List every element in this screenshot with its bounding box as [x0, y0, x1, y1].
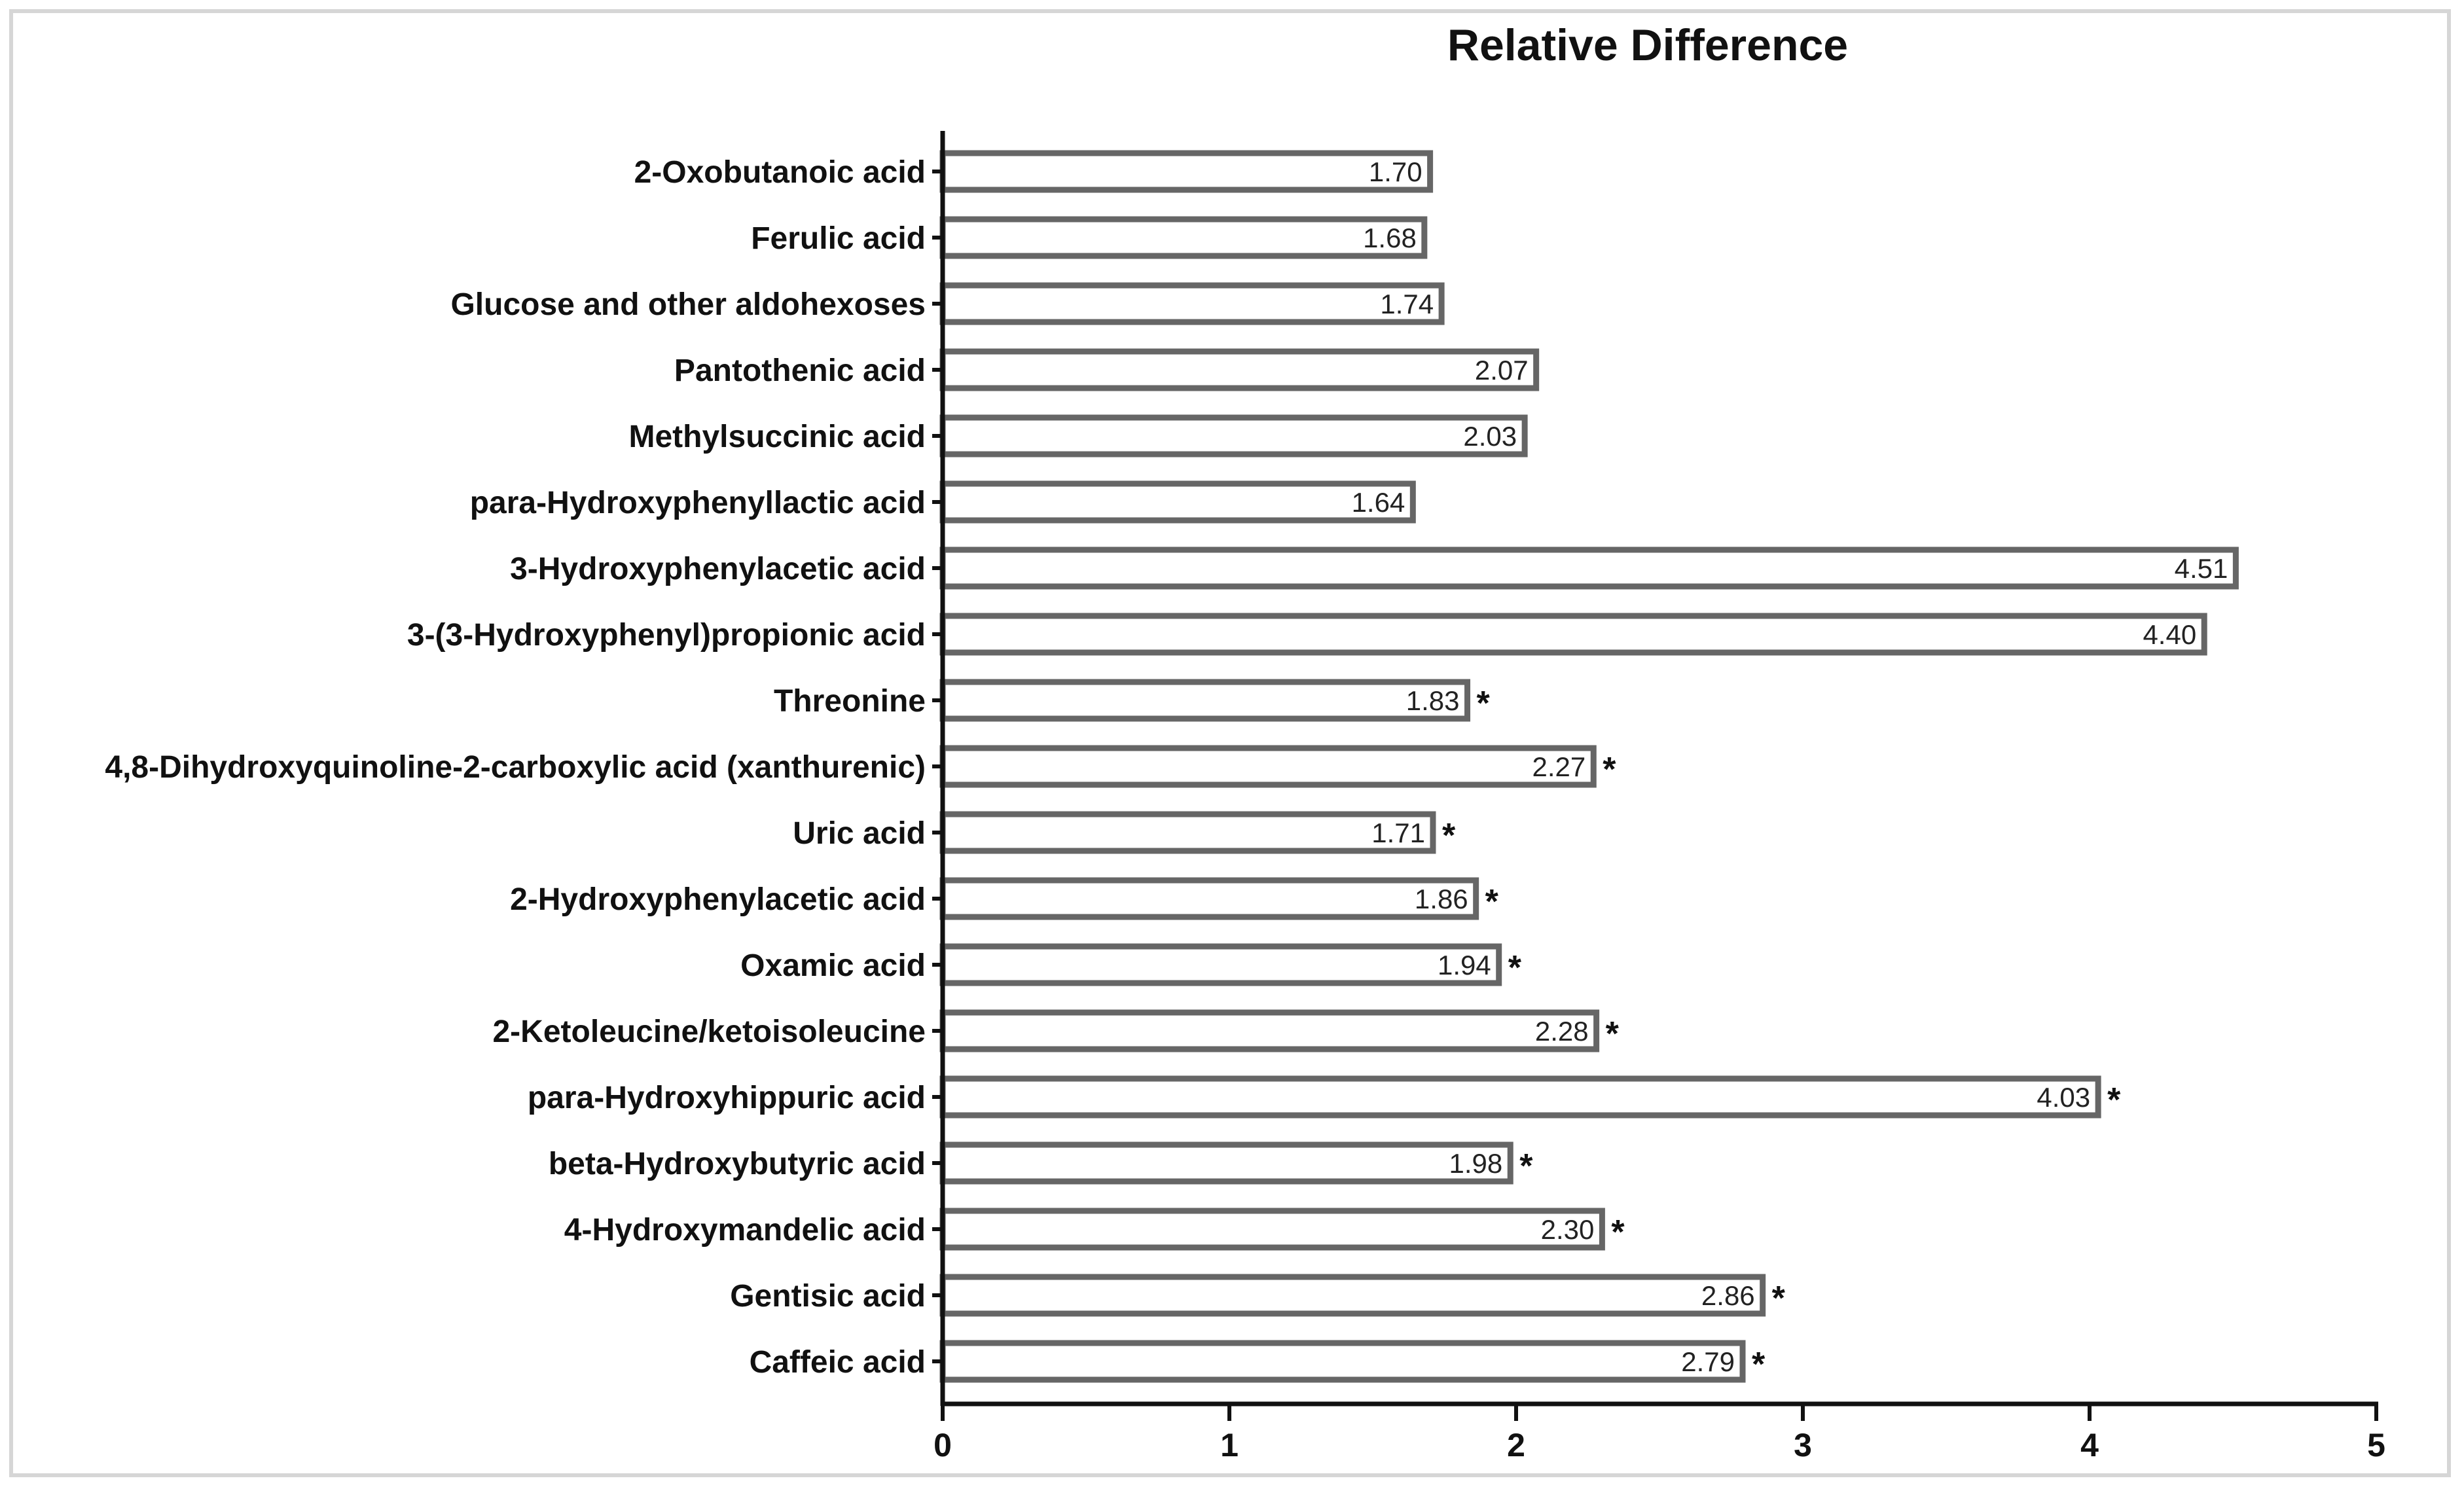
bar	[939, 1009, 1600, 1052]
significance-marker: *	[1752, 1346, 1766, 1384]
category-label: Gentisic acid	[730, 1279, 926, 1314]
value-label: 2.07	[1475, 355, 1529, 386]
category-label: Methylsuccinic acid	[629, 420, 926, 454]
category-label: Oxamic acid	[740, 948, 926, 983]
significance-marker: *	[1519, 1147, 1533, 1185]
bar	[939, 1340, 1746, 1383]
bar	[939, 547, 2239, 590]
significance-marker: *	[1508, 949, 1522, 987]
significance-marker: *	[1442, 817, 1456, 855]
category-label: para-Hydroxyphenyllactic acid	[470, 486, 926, 520]
x-tick-label: 4	[2080, 1427, 2099, 1463]
significance-marker: *	[1603, 751, 1616, 789]
significance-marker: *	[1477, 685, 1491, 723]
value-label: 1.98	[1449, 1148, 1502, 1179]
bar	[939, 811, 1436, 854]
category-label: 2-Ketoleucine/ketoisoleucine	[492, 1014, 926, 1049]
x-tick-label: 1	[1220, 1427, 1239, 1463]
value-label: 2.79	[1681, 1346, 1735, 1377]
bar	[939, 613, 2207, 656]
value-label: 2.30	[1541, 1214, 1595, 1245]
value-label: 4.51	[2175, 553, 2228, 584]
chart-title: Relative Difference	[1447, 20, 1848, 70]
axes-layer: 2-Oxobutanoic acid Ferulic acid Glucose an…	[105, 131, 2385, 1463]
bar	[939, 1208, 1605, 1251]
category-label: beta-Hydroxybutyric acid	[549, 1147, 926, 1181]
category-label: 3-(3-Hydroxyphenyl)propionic acid	[407, 618, 926, 653]
bar	[939, 877, 1479, 920]
value-label: 2.27	[1532, 751, 1586, 782]
value-label: 4.40	[2143, 619, 2196, 650]
x-tick-label: 3	[1794, 1427, 1812, 1463]
category-label: Threonine	[774, 684, 926, 719]
value-label: 1.70	[1369, 156, 1422, 187]
value-label: 1.71	[1371, 817, 1425, 848]
bar	[939, 216, 1428, 259]
category-label: 2-Oxobutanoic acid	[634, 155, 926, 190]
value-label: 1.86	[1415, 884, 1468, 914]
bar	[939, 1141, 1513, 1185]
bar	[939, 150, 1434, 193]
significance-marker: *	[1611, 1213, 1625, 1251]
significance-marker: *	[2107, 1081, 2121, 1119]
category-label: Glucose and other aldohexoses	[450, 287, 926, 322]
value-label: 1.64	[1352, 487, 1405, 518]
bar	[939, 282, 1445, 325]
chart-frame: Relative Difference 1.70 1.68 1.74 2.07 2.03…	[9, 9, 2451, 1477]
bar	[939, 1274, 1766, 1317]
category-label: 4,8-Dihydroxyquinoline-2-carboxylic acid…	[105, 750, 926, 785]
category-label: Caffeic acid	[750, 1345, 926, 1380]
bar	[939, 348, 1540, 391]
category-label: Uric acid	[793, 816, 926, 851]
value-label: 2.03	[1463, 421, 1517, 452]
category-label: 2-Hydroxyphenylacetic acid	[510, 882, 926, 917]
significance-marker: *	[1485, 883, 1499, 921]
value-label: 1.68	[1363, 223, 1417, 253]
significance-marker: *	[1772, 1280, 1786, 1318]
bar	[939, 1075, 2101, 1119]
x-tick-label: 5	[2367, 1427, 2385, 1463]
value-label: 1.94	[1438, 950, 1491, 980]
bar	[939, 943, 1502, 986]
bar	[939, 414, 1528, 457]
x-tick-label: 0	[933, 1427, 952, 1463]
bar-chart: Relative Difference 1.70 1.68 1.74 2.07 2.03…	[105, 20, 2385, 1463]
category-label: 4-Hydroxymandelic acid	[564, 1213, 926, 1247]
value-label: 2.28	[1535, 1016, 1589, 1047]
significance-marker: *	[1606, 1015, 1620, 1053]
category-label: para-Hydroxyhippuric acid	[528, 1081, 926, 1115]
x-tick-label: 2	[1507, 1427, 1525, 1463]
value-label: 2.86	[1701, 1280, 1755, 1311]
bars-layer: 1.70 1.68 1.74 2.07 2.03 1.64 4.51 4.40 1.83 * 2.2…	[939, 150, 2239, 1384]
bar	[939, 679, 1471, 722]
category-label: Pantothenic acid	[674, 353, 926, 388]
category-label: Ferulic acid	[751, 221, 926, 256]
value-label: 4.03	[2037, 1082, 2090, 1113]
bar	[939, 480, 1416, 524]
value-label: 1.83	[1406, 685, 1460, 716]
category-label: 3-Hydroxyphenylacetic acid	[510, 552, 926, 586]
value-label: 1.74	[1380, 289, 1434, 319]
bar	[939, 745, 1597, 788]
